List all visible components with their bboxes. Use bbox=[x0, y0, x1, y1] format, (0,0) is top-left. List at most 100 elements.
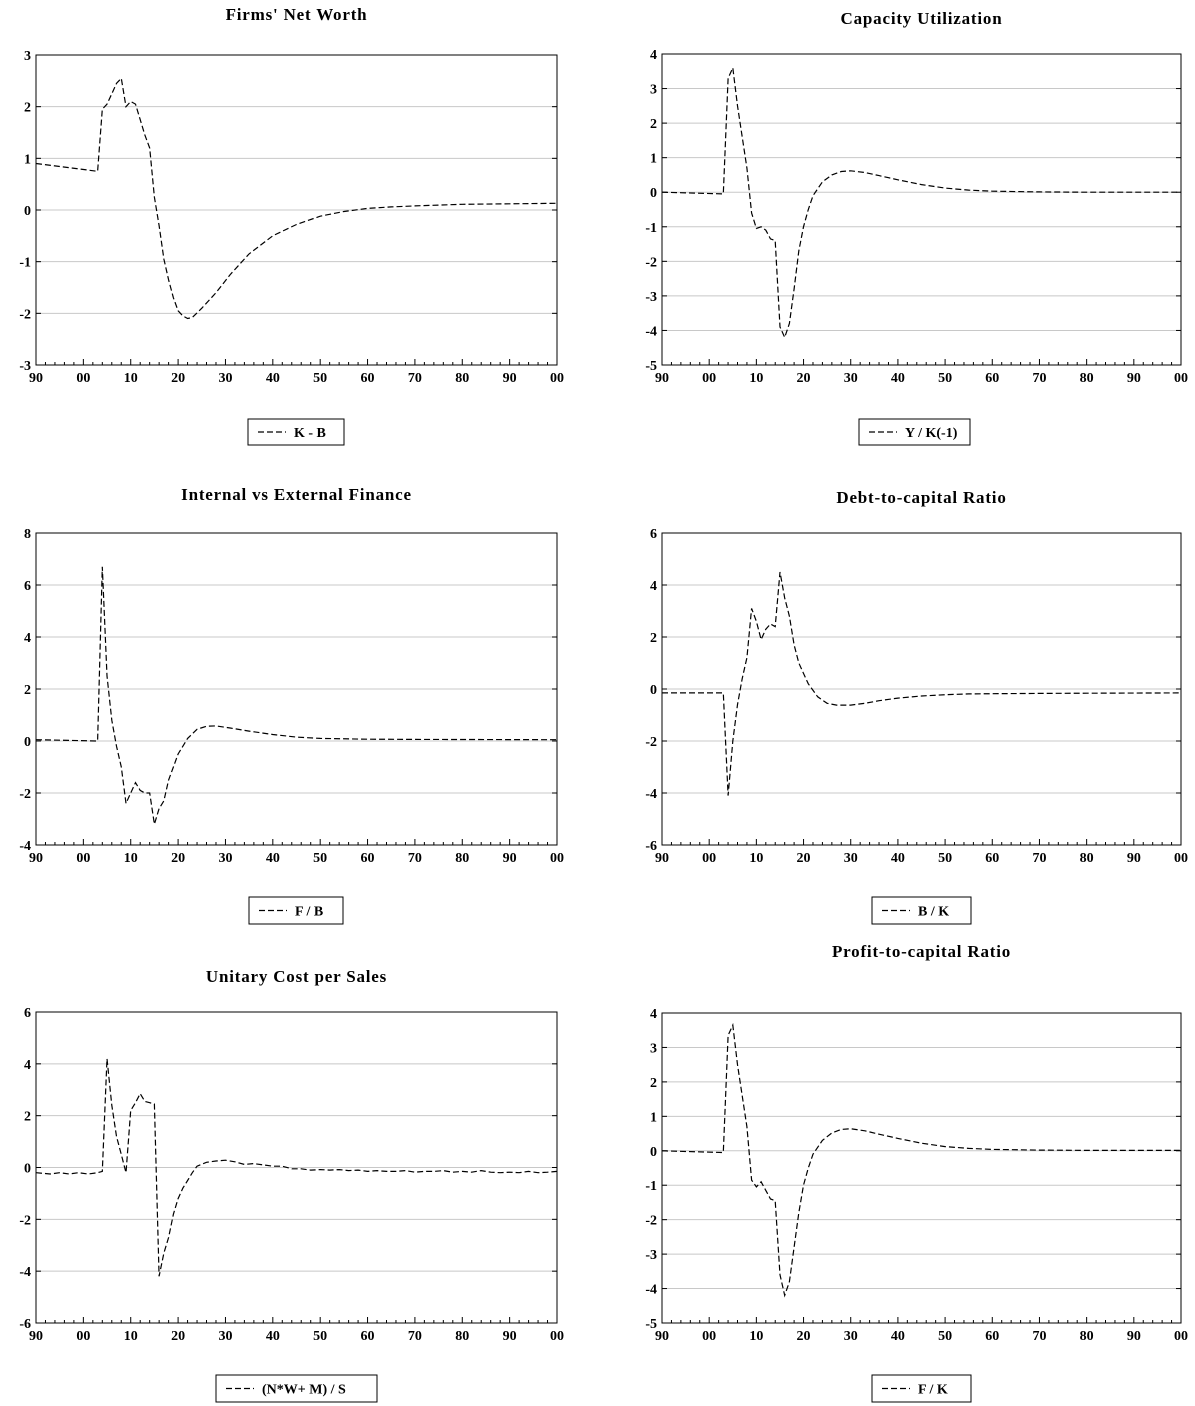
legend: F / B bbox=[248, 896, 344, 925]
x-tick-label: 40 bbox=[266, 1329, 280, 1344]
legend-label: B / K bbox=[918, 905, 949, 920]
x-tick-label: 20 bbox=[171, 371, 185, 386]
x-tick-label: 80 bbox=[455, 371, 469, 386]
x-tick-label: 80 bbox=[455, 851, 469, 866]
legend: F / K bbox=[871, 1374, 972, 1403]
x-tick-label: 10 bbox=[124, 1329, 138, 1344]
x-tick-label: 20 bbox=[171, 1329, 185, 1344]
x-tick-label: 00 bbox=[76, 1329, 90, 1344]
x-tick-label: 80 bbox=[1080, 371, 1094, 386]
y-tick-label: -4 bbox=[645, 1283, 657, 1298]
x-tick-label: 70 bbox=[1032, 371, 1046, 386]
y-tick-label: -2 bbox=[19, 1213, 31, 1228]
chart-title: Profit-to-capital Ratio bbox=[832, 942, 1011, 961]
x-tick-label: 70 bbox=[408, 371, 422, 386]
x-tick-label: 50 bbox=[313, 1329, 327, 1344]
plot-frame bbox=[661, 1012, 1182, 1324]
series-line bbox=[662, 571, 1182, 796]
x-tick-label: 90 bbox=[1127, 851, 1141, 866]
x-tick-label: 90 bbox=[29, 1329, 43, 1344]
y-tick-label: 2 bbox=[24, 1110, 31, 1125]
y-tick-label: 0 bbox=[24, 204, 31, 219]
chart-title: Internal vs External Finance bbox=[181, 485, 412, 504]
x-tick-label: 90 bbox=[29, 371, 43, 386]
x-tick-label: 50 bbox=[313, 851, 327, 866]
series-line bbox=[661, 1022, 1181, 1298]
y-tick-label: 4 bbox=[650, 1007, 657, 1022]
y-tick-label: 4 bbox=[650, 48, 657, 63]
legend-label: F / B bbox=[295, 905, 323, 920]
chart-title: Debt-to-capital Ratio bbox=[836, 488, 1006, 507]
x-tick-label: 60 bbox=[361, 371, 375, 386]
x-tick-label: 40 bbox=[891, 1329, 905, 1344]
x-tick-label: 80 bbox=[455, 1329, 469, 1344]
x-tick-label: 70 bbox=[408, 851, 422, 866]
x-tick-label: 00 bbox=[550, 371, 564, 386]
x-tick-label: 00 bbox=[702, 371, 716, 386]
x-tick-label: 90 bbox=[655, 371, 669, 386]
x-tick-label: 80 bbox=[1080, 1329, 1094, 1344]
x-tick-label: 80 bbox=[1080, 851, 1094, 866]
x-tick-label: 90 bbox=[29, 851, 43, 866]
x-tick-label: 90 bbox=[503, 1329, 517, 1344]
legend-box bbox=[215, 1374, 378, 1403]
x-tick-label: 00 bbox=[76, 851, 90, 866]
series-line bbox=[35, 77, 558, 320]
x-tick-label: 90 bbox=[503, 851, 517, 866]
y-tick-label: -2 bbox=[645, 735, 657, 750]
x-tick-label: 60 bbox=[985, 851, 999, 866]
y-tick-label: 0 bbox=[650, 1145, 657, 1160]
legend-box bbox=[871, 896, 972, 925]
x-tick-label: 60 bbox=[985, 1329, 999, 1344]
y-tick-label: -3 bbox=[645, 1248, 657, 1263]
x-tick-label: 90 bbox=[655, 1329, 669, 1344]
y-tick-label: 2 bbox=[24, 101, 31, 116]
x-tick-label: 50 bbox=[938, 1329, 952, 1344]
y-tick-label: -3 bbox=[645, 290, 657, 305]
x-tick-label: 50 bbox=[938, 851, 952, 866]
y-tick-label: 6 bbox=[650, 527, 657, 542]
x-tick-label: 60 bbox=[361, 1329, 375, 1344]
y-tick-label: -2 bbox=[645, 255, 657, 270]
legend-box bbox=[858, 418, 971, 446]
chart-panel: Profit-to-capital Ratio43210-1-2-3-4-590… bbox=[645, 942, 1188, 1403]
x-tick-label: 00 bbox=[702, 851, 716, 866]
x-tick-label: 30 bbox=[844, 1329, 858, 1344]
chart-title: Firms' Net Worth bbox=[226, 5, 368, 24]
y-tick-label: 3 bbox=[650, 83, 657, 98]
series-line bbox=[661, 65, 1181, 340]
y-tick-label: -3 bbox=[19, 359, 31, 374]
legend-label: Y / K(-1) bbox=[905, 426, 958, 441]
y-tick-label: -4 bbox=[645, 787, 657, 802]
x-tick-label: 30 bbox=[844, 371, 858, 386]
y-tick-label: -4 bbox=[645, 324, 657, 339]
legend: (N*W+ M) / S bbox=[215, 1374, 378, 1403]
y-tick-label: 2 bbox=[24, 683, 31, 698]
x-tick-label: 70 bbox=[1032, 851, 1046, 866]
x-tick-label: 90 bbox=[1127, 1329, 1141, 1344]
x-tick-label: 40 bbox=[266, 851, 280, 866]
series-line bbox=[35, 1058, 558, 1277]
chart-title: Unitary Cost per Sales bbox=[206, 967, 387, 986]
y-tick-label: -5 bbox=[645, 359, 657, 374]
x-tick-label: 20 bbox=[797, 851, 811, 866]
x-tick-label: 60 bbox=[985, 371, 999, 386]
x-tick-label: 00 bbox=[702, 1329, 716, 1344]
x-tick-label: 30 bbox=[844, 851, 858, 866]
x-tick-label: 10 bbox=[124, 371, 138, 386]
x-tick-label: 90 bbox=[1127, 371, 1141, 386]
y-tick-label: 4 bbox=[650, 579, 657, 594]
x-tick-label: 10 bbox=[124, 851, 138, 866]
x-tick-label: 30 bbox=[218, 371, 232, 386]
legend-label: (N*W+ M) / S bbox=[262, 1383, 346, 1398]
legend: B / K bbox=[871, 896, 972, 925]
x-tick-label: 00 bbox=[76, 371, 90, 386]
y-tick-label: 0 bbox=[24, 1162, 31, 1177]
x-tick-label: 30 bbox=[218, 1329, 232, 1344]
x-tick-label: 00 bbox=[1174, 1329, 1188, 1344]
y-tick-label: 0 bbox=[24, 735, 31, 750]
